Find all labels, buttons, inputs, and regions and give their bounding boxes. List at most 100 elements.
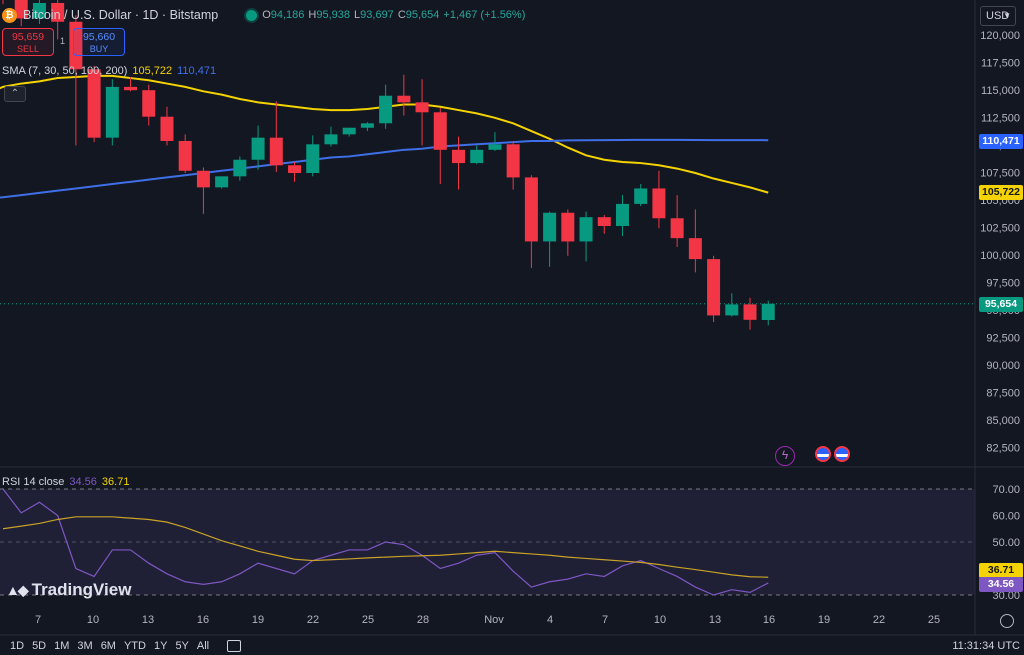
calendar-icon[interactable] — [227, 640, 242, 652]
gear-icon[interactable] — [1000, 614, 1014, 628]
candle-body — [32, 2, 46, 19]
candle-body — [397, 95, 411, 103]
candle-body — [87, 69, 101, 138]
price-axis-label: 117,500 — [981, 58, 1020, 70]
rsi-ma-tag: 36.71 — [979, 563, 1023, 578]
price-axis-label: 90,000 — [986, 360, 1020, 372]
time-axis-label: Nov — [484, 614, 504, 626]
range-6m[interactable]: 6M — [100, 640, 116, 652]
price-axis-label: 112,500 — [981, 113, 1020, 125]
range-3m[interactable]: 3M — [77, 640, 93, 652]
symbol-title[interactable]: Bitcoin / U.S. Dollar · 1D · Bitstamp — [23, 8, 219, 22]
time-axis-label: 13 — [709, 614, 721, 626]
candle-body — [160, 116, 174, 141]
sma-short-price-tag: 105,722 — [979, 185, 1023, 200]
price-axis-label: 82,500 — [986, 443, 1020, 455]
time-axis-label: 19 — [252, 614, 264, 626]
range-1y[interactable]: 1Y — [153, 640, 168, 652]
sma-legend[interactable]: SMA (7, 30, 50, 100, 200) 105,722 110,47… — [2, 65, 217, 77]
candle-body — [342, 127, 356, 135]
candle-body — [288, 165, 302, 173]
rsi-axis-label: 50.00 — [992, 537, 1020, 549]
time-axis-label: 16 — [763, 614, 775, 626]
candle-body — [725, 304, 739, 316]
candle-body — [670, 218, 684, 239]
candle-body — [233, 159, 247, 177]
sma-long-price-tag: 110,471 — [979, 134, 1023, 149]
time-axis-label: 10 — [654, 614, 666, 626]
range-5y[interactable]: 5Y — [175, 640, 189, 652]
candle-body — [652, 188, 666, 219]
candle-body — [561, 212, 575, 242]
candle-body — [324, 134, 338, 145]
range-1d[interactable]: 1D — [10, 640, 25, 652]
range-5d[interactable]: 5D — [32, 640, 47, 652]
currency-select[interactable]: USD ▼ — [980, 6, 1016, 26]
rsi-value-tag: 34.56 — [979, 577, 1023, 592]
time-axis-label: 16 — [197, 614, 209, 626]
candle-body — [142, 90, 156, 117]
tradingview-logo: ▲◆ TradingView — [6, 580, 132, 599]
candle-body — [470, 149, 484, 164]
market-status-icon[interactable] — [246, 9, 258, 21]
time-axis-label: 7 — [602, 614, 608, 626]
range-toolbar: 1D 5D 1M 3M 6M YTD 1Y 5Y All 11:31:34 UTC — [0, 637, 1024, 655]
range-all[interactable]: All — [196, 640, 210, 652]
candle-body — [51, 2, 65, 22]
candle-body — [196, 170, 210, 188]
lightning-icon[interactable]: ϟ — [775, 446, 795, 466]
time-axis-label: 7 — [35, 614, 41, 626]
candle-body — [306, 144, 320, 173]
candle-body — [251, 137, 265, 160]
spread-value: 1 — [60, 36, 66, 46]
rsi-axis-label: 60.00 — [992, 511, 1020, 523]
candle-body — [688, 238, 702, 260]
rsi-axis-label: 70.00 — [992, 484, 1020, 496]
range-ytd[interactable]: YTD — [123, 640, 146, 652]
candle-body — [488, 144, 502, 150]
candle-body — [69, 21, 83, 70]
chart-header: ₿ Bitcoin / U.S. Dollar · 1D · Bitstamp … — [0, 4, 525, 26]
us-flag-event-icon[interactable] — [815, 446, 831, 462]
price-axis-label: 97,500 — [986, 278, 1020, 290]
price-axis-label: 85,000 — [986, 415, 1020, 427]
time-axis-label: 22 — [873, 614, 885, 626]
us-flag-event-icon[interactable] — [834, 446, 850, 462]
sma-long-line — [0, 138, 769, 199]
collapse-legend-button[interactable]: ⌃ — [4, 86, 26, 102]
price-axis-label: 102,500 — [980, 223, 1020, 235]
candle-body — [707, 259, 721, 316]
bitcoin-icon[interactable]: ₿ — [2, 7, 17, 23]
time-axis-label: 25 — [362, 614, 374, 626]
range-1m[interactable]: 1M — [54, 640, 70, 652]
sma-short-line — [0, 74, 769, 194]
sell-button[interactable]: 95,659 SELL — [2, 28, 54, 56]
candle-body — [105, 86, 119, 138]
clock[interactable]: 11:31:34 UTC — [952, 640, 1020, 652]
tradingview-mark-icon: ▲◆ — [6, 581, 29, 598]
rsi-axis-label: 30.00 — [992, 590, 1020, 602]
rsi-ma-line — [2, 516, 769, 578]
time-axis-label: 10 — [87, 614, 99, 626]
candle-body — [615, 203, 629, 226]
price-axis-label: 100,000 — [980, 250, 1020, 262]
candle-body — [506, 144, 520, 178]
candle-body — [14, 0, 28, 19]
candle-body — [379, 95, 393, 124]
price-change: +1,467 (+1.56%) — [443, 9, 526, 21]
price-axis-label: 107,500 — [980, 168, 1020, 180]
time-axis-label: 13 — [142, 614, 154, 626]
candle-body — [178, 140, 192, 171]
time-axis-label: 19 — [818, 614, 830, 626]
candle-body — [433, 112, 447, 150]
candle-body — [579, 217, 593, 242]
time-axis-label: 4 — [547, 614, 553, 626]
buy-button[interactable]: 95,660 BUY — [73, 28, 125, 56]
candle-body — [743, 304, 757, 320]
price-axis-label: 92,500 — [986, 333, 1020, 345]
candle-body — [524, 177, 538, 242]
candle-body — [360, 123, 374, 128]
candle-body — [269, 137, 283, 166]
rsi-legend[interactable]: RSI 14 close 34.56 36.71 — [2, 476, 130, 488]
